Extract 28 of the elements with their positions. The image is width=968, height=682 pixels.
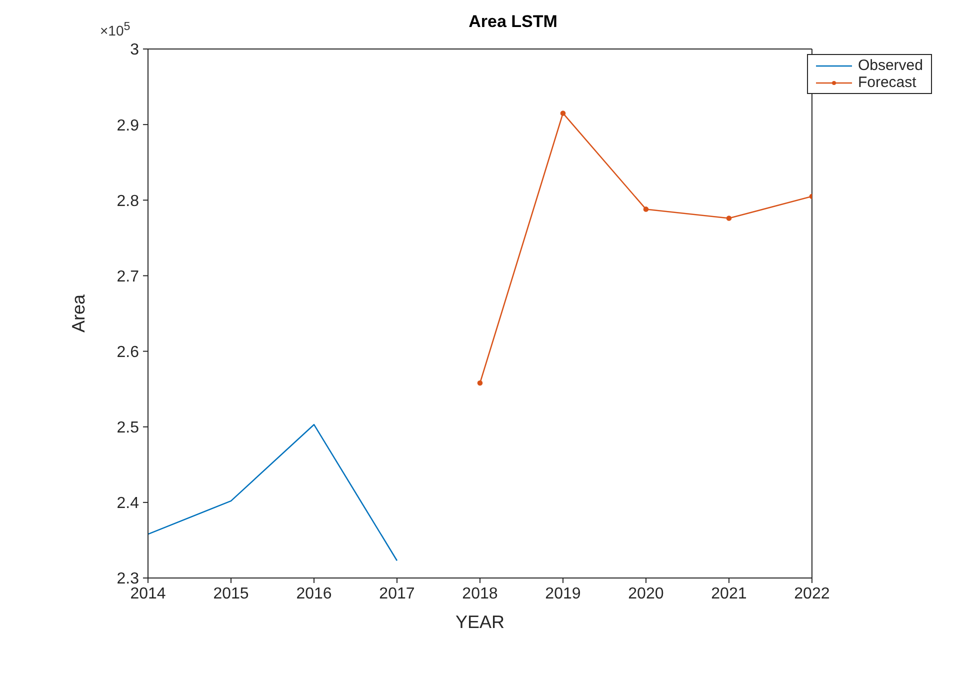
y-tick-label: 2.4 <box>116 495 140 512</box>
y-axis-title: Area <box>68 294 88 333</box>
y-tick-label: 2.3 <box>116 570 140 588</box>
y-tick-label: 2.9 <box>116 117 140 134</box>
legend-label: Forecast <box>858 74 916 91</box>
x-tick-label: 2014 <box>130 585 166 602</box>
y-tick-label: 2.8 <box>116 192 140 210</box>
x-axis-title: YEAR <box>455 612 504 632</box>
x-tick-label: 2016 <box>296 585 332 602</box>
x-tick-label: 2019 <box>545 585 581 602</box>
chart-title: Area LSTM <box>468 12 558 31</box>
point <box>477 380 483 386</box>
y-tick-label: 2.5 <box>116 420 140 437</box>
line-series <box>148 424 398 562</box>
x-tick-label: 2018 <box>462 585 498 602</box>
x-tick-label: 2015 <box>213 585 249 602</box>
x-tick-label: 2017 <box>379 585 415 602</box>
point <box>726 216 732 221</box>
y-tick-label: 2.7 <box>116 268 140 286</box>
x-tick-label: 2020 <box>628 585 664 602</box>
point <box>560 110 566 116</box>
x-tick-label: 2021 <box>711 585 747 602</box>
text: ×10$^{5}$ <box>100 20 130 39</box>
y-tick-label: 3 <box>130 42 140 59</box>
x-tick-label: 2022 <box>794 585 830 602</box>
legend-label: Observed <box>858 57 923 74</box>
point <box>643 206 649 212</box>
y-tick-label: 2.6 <box>116 344 140 361</box>
